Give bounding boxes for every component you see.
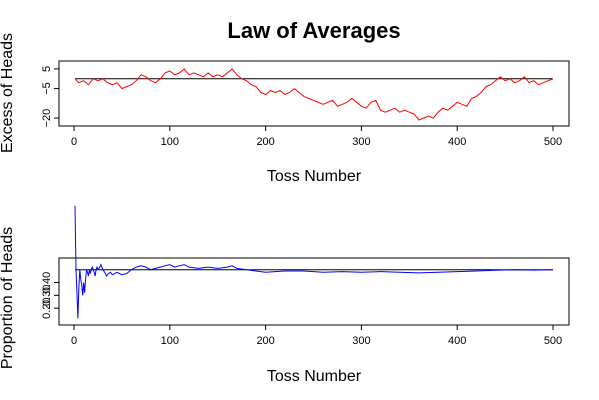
y-tick-label: 0.20 — [41, 297, 53, 318]
x-axis-label: Toss Number — [267, 368, 362, 385]
y-axis-label: Excess of Heads — [0, 33, 16, 153]
x-tick-label: 300 — [352, 136, 370, 148]
y-tick-label: −20 — [41, 109, 53, 128]
series-line — [74, 205, 554, 319]
x-tick-label: 500 — [544, 335, 562, 347]
y-tick-label: −5 — [41, 82, 53, 95]
y-tick-label: 0.40 — [41, 272, 53, 293]
x-tick-label: 200 — [256, 335, 274, 347]
plot-frame — [58, 60, 570, 127]
x-tick-label: 100 — [161, 136, 179, 148]
plot-frame — [58, 257, 570, 326]
x-tick-label: 200 — [256, 136, 274, 148]
x-tick-label: 0 — [71, 335, 77, 347]
figure-title: Law of Averages — [227, 18, 400, 43]
x-tick-label: 400 — [448, 136, 466, 148]
y-axis-label: Proportion of Heads — [0, 227, 16, 369]
x-tick-label: 300 — [352, 335, 370, 347]
x-tick-label: 0 — [71, 136, 77, 148]
y-tick-label: 0.30 — [41, 285, 53, 306]
x-tick-label: 100 — [161, 335, 179, 347]
x-tick-label: 400 — [448, 335, 466, 347]
excess-heads-panel: Toss Number Excess of Heads 0 100 200 300 40… — [0, 33, 570, 185]
y-tick-label: 5 — [41, 66, 53, 72]
x-tick-label: 500 — [544, 136, 562, 148]
x-axis-label: Toss Number — [267, 168, 362, 185]
series-line — [74, 68, 554, 121]
proportion-heads-panel: Toss Number Proportion of Heads 0 100 200 3… — [0, 205, 570, 385]
